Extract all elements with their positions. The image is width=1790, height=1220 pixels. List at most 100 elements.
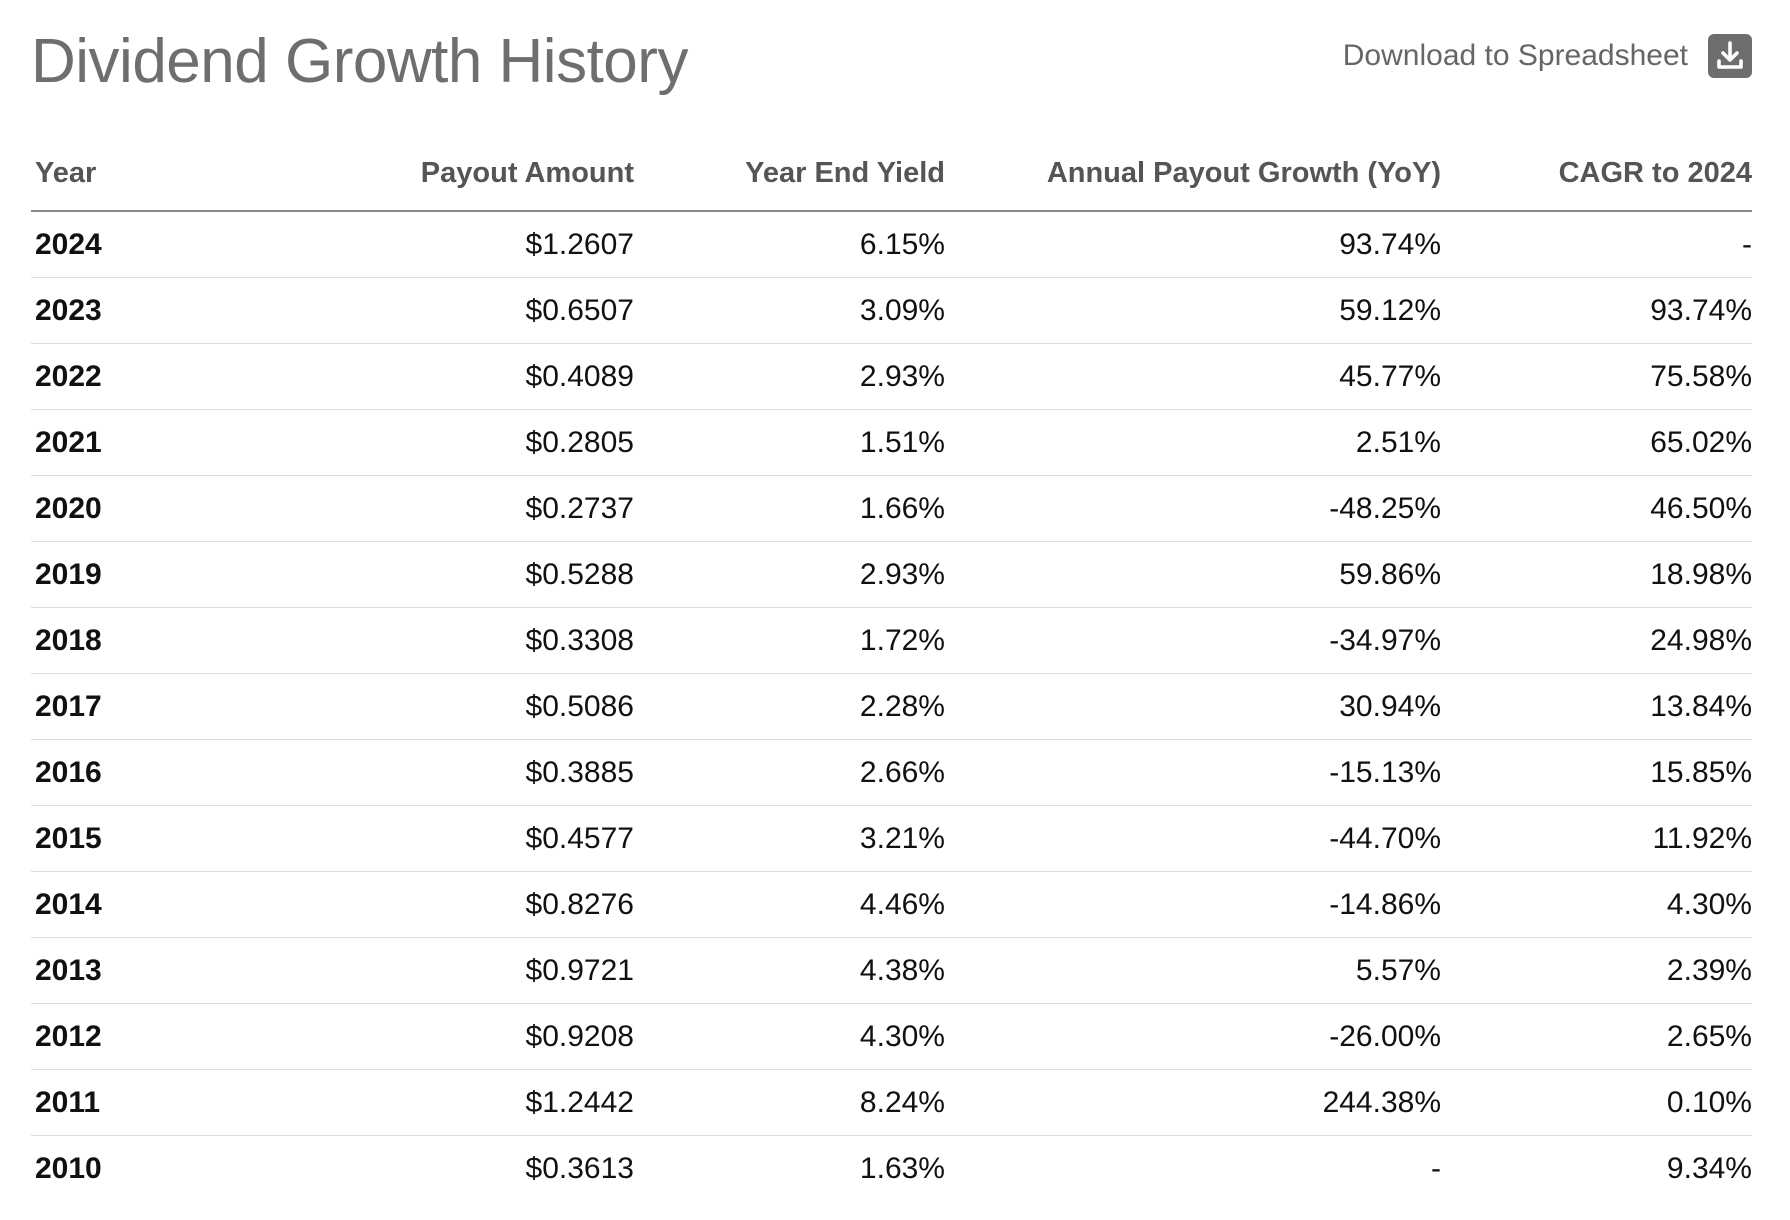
cell-annual-payout-growth: -34.97% (945, 607, 1441, 674)
cell-year: 2020 (31, 475, 181, 542)
cell-cagr: 2.65% (1441, 1003, 1752, 1070)
cell-annual-payout-growth: 5.57% (945, 937, 1441, 1004)
cell-year: 2014 (31, 871, 181, 938)
cell-year: 2015 (31, 805, 181, 872)
column-header-cagr: CAGR to 2024 (1441, 150, 1752, 212)
column-header-year: Year (31, 150, 181, 212)
cell-annual-payout-growth: -14.86% (945, 871, 1441, 938)
column-header-annual-payout-growth: Annual Payout Growth (YoY) (945, 150, 1441, 212)
cell-cagr: 11.92% (1441, 805, 1752, 872)
table-row: 2011 $1.2442 8.24% 244.38% 0.10% (31, 1069, 1752, 1136)
cell-cagr: 0.10% (1441, 1069, 1752, 1136)
cell-year-end-yield: 2.93% (634, 343, 945, 410)
cell-payout-amount: $0.6507 (181, 277, 634, 344)
cell-payout-amount: $0.9208 (181, 1003, 634, 1070)
cell-cagr: 15.85% (1441, 739, 1752, 806)
table-row: 2024 $1.2607 6.15% 93.74% - (31, 211, 1752, 278)
cell-payout-amount: $0.3308 (181, 607, 634, 674)
cell-annual-payout-growth: - (1431, 1151, 1441, 1185)
cell-payout-amount: $0.5288 (181, 541, 634, 608)
cell-cagr: 4.30% (1441, 871, 1752, 938)
cell-year-end-yield: 3.21% (634, 805, 945, 872)
cell-year: 2022 (31, 343, 181, 410)
table-row: 2023 $0.6507 3.09% 59.12% 93.74% (31, 277, 1752, 344)
cell-payout-amount: $0.3885 (181, 739, 634, 806)
cell-annual-payout-growth: 59.86% (945, 541, 1441, 608)
cell-cagr: 75.58% (1441, 343, 1752, 410)
table-row: 2020 $0.2737 1.66% -48.25% 46.50% (31, 475, 1752, 542)
cell-annual-payout-growth: -26.00% (945, 1003, 1441, 1070)
cell-year: 2010 (35, 1151, 102, 1185)
cell-year-end-yield: 1.51% (634, 409, 945, 476)
dividend-growth-panel: Dividend Growth History Download to Spre… (31, 20, 1752, 1201)
cell-year-end-yield: 4.30% (634, 1003, 945, 1070)
cell-payout-amount: $0.2737 (181, 475, 634, 542)
cell-payout-amount: $0.8276 (181, 871, 634, 938)
cell-year-end-yield: 6.15% (634, 211, 945, 278)
table-row: 2018 $0.3308 1.72% -34.97% 24.98% (31, 607, 1752, 674)
cell-cagr: 18.98% (1441, 541, 1752, 608)
page-title: Dividend Growth History (31, 27, 688, 96)
download-icon[interactable] (1708, 34, 1752, 78)
cell-annual-payout-growth: -48.25% (945, 475, 1441, 542)
table-row: 2013 $0.9721 4.38% 5.57% 2.39% (31, 937, 1752, 1004)
cell-year: 2023 (31, 277, 181, 344)
cell-year: 2017 (31, 673, 181, 740)
cell-cagr: 24.98% (1441, 607, 1752, 674)
cell-year: 2013 (31, 937, 181, 1004)
cell-year-end-yield: 1.63% (859, 1151, 945, 1185)
cell-annual-payout-growth: 45.77% (945, 343, 1441, 410)
cell-annual-payout-growth: 2.51% (945, 409, 1441, 476)
cell-year-end-yield: 2.66% (634, 739, 945, 806)
cell-cagr: 13.84% (1441, 673, 1752, 740)
table-row: 2010 $0.3613 1.63% - 9.34% (31, 1136, 1752, 1202)
cell-annual-payout-growth: 93.74% (945, 211, 1441, 278)
download-label: Download to Spreadsheet (1342, 39, 1688, 72)
dividend-history-table: Year Payout Amount Year End Yield Annual… (31, 150, 1752, 1201)
cell-payout-amount: $0.5086 (181, 673, 634, 740)
cell-year: 2018 (31, 607, 181, 674)
cell-payout-amount: $0.4089 (181, 343, 634, 410)
table-row: 2021 $0.2805 1.51% 2.51% 65.02% (31, 409, 1752, 476)
cell-payout-amount: $1.2442 (181, 1069, 634, 1136)
download-spreadsheet-button[interactable]: Download to Spreadsheet (1343, 34, 1752, 78)
cell-year: 2019 (31, 541, 181, 608)
cell-annual-payout-growth: -44.70% (945, 805, 1441, 872)
cell-payout-amount: $1.2607 (181, 211, 634, 278)
cell-year: 2012 (31, 1003, 181, 1070)
cell-year-end-yield: 1.66% (634, 475, 945, 542)
cell-cagr: 65.02% (1441, 409, 1752, 476)
cell-cagr: 46.50% (1441, 475, 1752, 542)
table-row: 2016 $0.3885 2.66% -15.13% 15.85% (31, 739, 1752, 806)
cell-year-end-yield: 8.24% (634, 1069, 945, 1136)
cell-year-end-yield: 4.38% (634, 937, 945, 1004)
table-row: 2019 $0.5288 2.93% 59.86% 18.98% (31, 541, 1752, 608)
cell-payout-amount: $0.2805 (181, 409, 634, 476)
table-row: 2017 $0.5086 2.28% 30.94% 13.84% (31, 673, 1752, 740)
cell-annual-payout-growth: -15.13% (945, 739, 1441, 806)
table-row: 2014 $0.8276 4.46% -14.86% 4.30% (31, 871, 1752, 938)
cell-annual-payout-growth: 244.38% (945, 1069, 1441, 1136)
cell-year: 2021 (31, 409, 181, 476)
panel-header: Dividend Growth History Download to Spre… (31, 20, 1752, 130)
cell-payout-amount: $0.4577 (181, 805, 634, 872)
table-row: 2022 $0.4089 2.93% 45.77% 75.58% (31, 343, 1752, 410)
cell-cagr: 9.34% (1666, 1151, 1752, 1185)
table-body: 2024 $1.2607 6.15% 93.74% -2023 $0.6507 3.09% 5… (31, 211, 1752, 1201)
table-row: 2015 $0.4577 3.21% -44.70% 11.92% (31, 805, 1752, 872)
table-row: 2012 $0.9208 4.30% -26.00% 2.65% (31, 1003, 1752, 1070)
cell-year-end-yield: 2.28% (634, 673, 945, 740)
cell-cagr: 2.39% (1441, 937, 1752, 1004)
cell-year-end-yield: 3.09% (634, 277, 945, 344)
cell-year-end-yield: 1.72% (634, 607, 945, 674)
cell-year-end-yield: 4.46% (634, 871, 945, 938)
cell-payout-amount: $0.3613 (525, 1151, 634, 1185)
cell-year: 2011 (31, 1069, 181, 1136)
cell-year: 2016 (31, 739, 181, 806)
cell-cagr: - (1441, 211, 1752, 278)
cell-payout-amount: $0.9721 (181, 937, 634, 1004)
cell-annual-payout-growth: 59.12% (945, 277, 1441, 344)
cell-year: 2024 (31, 211, 181, 278)
cell-year-end-yield: 2.93% (634, 541, 945, 608)
cell-annual-payout-growth: 30.94% (945, 673, 1441, 740)
